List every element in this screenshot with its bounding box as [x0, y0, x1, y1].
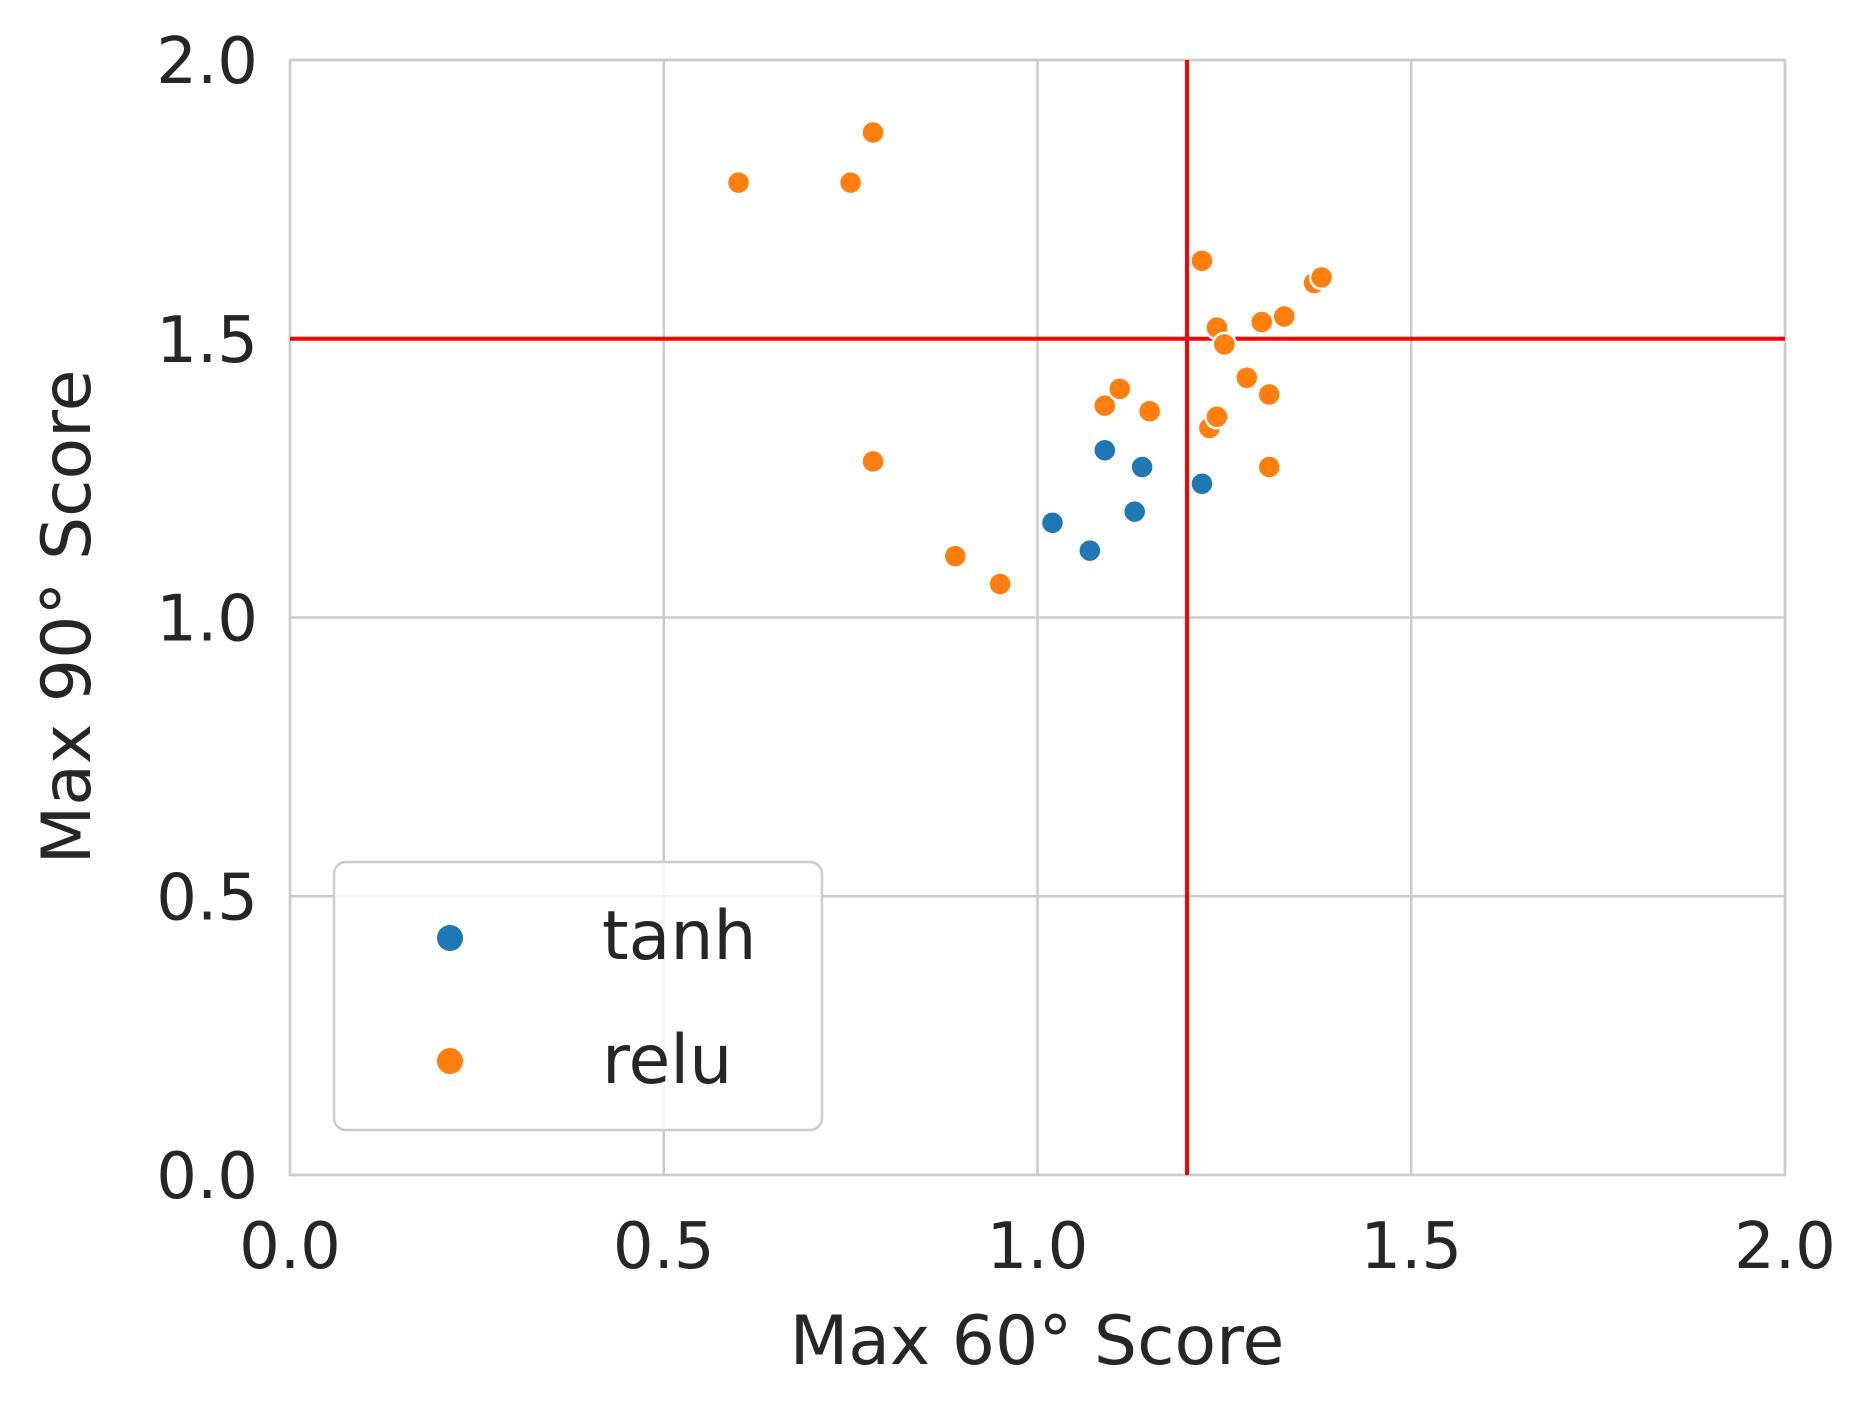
- data-point-relu: [1189, 247, 1215, 274]
- data-point-relu: [1106, 376, 1133, 402]
- data-point-relu: [1271, 303, 1297, 330]
- data-point-tanh: [1092, 437, 1118, 463]
- x-tick-label: 2.0: [1734, 1210, 1836, 1284]
- legend: tanh relu: [332, 860, 824, 1132]
- x-tick-label: 0.5: [613, 1210, 715, 1284]
- data-point-relu: [1204, 404, 1230, 430]
- y-axis-label: Max 90° Score: [28, 370, 107, 865]
- data-point-relu: [1249, 309, 1275, 335]
- legend-label-tanh: tanh: [602, 897, 757, 976]
- plot-frame: [288, 58, 1787, 1177]
- data-point-relu: [860, 119, 886, 146]
- legend-marker-relu: [437, 1048, 463, 1074]
- data-points: [725, 119, 1335, 597]
- data-point-relu: [1256, 381, 1282, 408]
- y-tick-label: 1.5: [156, 304, 258, 378]
- data-point-relu: [987, 571, 1013, 597]
- legend-label-relu: relu: [602, 1021, 732, 1100]
- y-tick-label: 0.5: [156, 861, 258, 935]
- data-point-relu: [837, 169, 864, 196]
- data-point-tanh: [1077, 537, 1103, 564]
- data-point-relu: [725, 169, 752, 196]
- y-tick-label: 2.0: [156, 25, 258, 99]
- data-point-tanh: [1129, 454, 1155, 480]
- data-point-tanh: [1189, 470, 1215, 497]
- data-point-relu: [1092, 392, 1118, 419]
- data-point-relu: [860, 448, 886, 475]
- data-point-tanh: [1121, 498, 1148, 525]
- data-point-relu: [1256, 454, 1282, 480]
- legend-marker-tanh: [437, 925, 463, 951]
- x-axis-label: Max 60° Score: [790, 1302, 1285, 1381]
- tick-labels: 0.0 0.5 1.0 1.5 2.0 0.0 0.5 1.0 1.5 2.0: [156, 25, 1836, 1284]
- x-tick-label: 0.0: [239, 1210, 341, 1284]
- data-point-relu: [1234, 365, 1260, 391]
- x-tick-label: 1.5: [1360, 1210, 1462, 1284]
- data-point-relu: [1136, 398, 1163, 424]
- data-point-relu: [1211, 331, 1238, 358]
- data-point-relu: [1308, 264, 1335, 291]
- data-point-relu: [942, 543, 969, 569]
- y-tick-label: 0.0: [156, 1140, 258, 1214]
- data-point-tanh: [1039, 509, 1066, 536]
- x-tick-label: 1.0: [987, 1210, 1089, 1284]
- y-tick-label: 1.0: [156, 583, 258, 657]
- reference-lines: [290, 60, 1785, 1175]
